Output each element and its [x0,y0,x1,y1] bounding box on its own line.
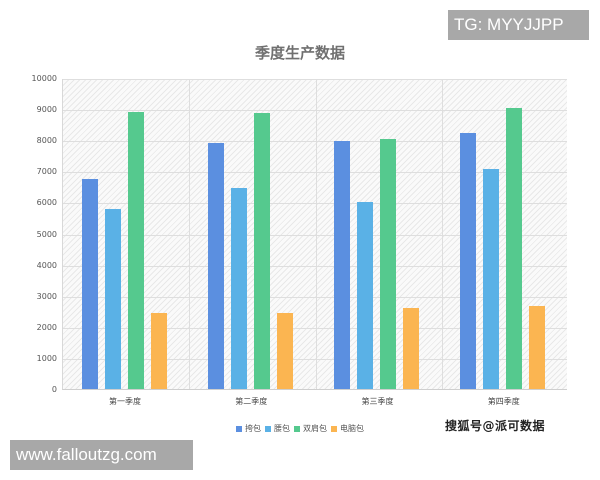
bar[interactable] [460,133,477,389]
gridline [315,79,317,389]
x-tick-label: 第一季度 [109,397,141,406]
legend-label: 挎包 [245,424,261,433]
legend-swatch-icon [236,425,242,432]
bar[interactable] [81,179,98,389]
watermark-bottom-left: www.falloutzg.com [10,440,193,470]
x-tick-label: 第四季度 [487,397,520,406]
bar[interactable] [403,308,420,389]
legend-swatch-icon [331,425,337,432]
y-tick-label: 5000 [36,229,57,239]
legend-item[interactable]: 双肩包 [294,423,327,434]
y-tick-label: 7000 [36,167,57,177]
y-tick-label: 6000 [36,198,57,208]
bar[interactable] [253,112,270,389]
bar[interactable] [529,305,546,389]
gridline [189,79,191,389]
bar[interactable] [357,202,374,389]
gridline [63,327,567,329]
gridline [63,296,567,298]
bar[interactable] [150,312,167,389]
x-tick-label: 第三季度 [361,397,394,406]
source-watermark: 搜狐号@派可数据 [445,419,546,433]
chart-title: 季度生产数据 [254,44,345,62]
y-tick-label: 4000 [36,260,57,270]
gridline [63,358,567,360]
y-tick-label: 0 [51,385,57,394]
legend-label: 腰包 [274,424,290,433]
bar[interactable] [506,107,523,389]
legend-swatch-icon [265,425,271,432]
watermark-top-right: TG: MYYJJPP [448,10,589,40]
y-tick-label: 9000 [36,105,57,115]
gridline [63,234,567,236]
y-tick-label: 2000 [36,322,57,332]
bar[interactable] [334,140,351,389]
legend-item[interactable]: 腰包 [265,423,290,434]
legend-label: 双肩包 [303,424,327,433]
legend: 挎包 腰包 双肩包 电脑包 [0,423,600,434]
gridline [63,110,567,112]
gridline [441,79,443,389]
bar[interactable] [230,188,247,389]
legend-item[interactable]: 电脑包 [331,423,364,434]
bar[interactable] [207,143,224,389]
bar[interactable] [127,111,144,389]
gridline [63,141,567,143]
gridline [63,172,567,174]
legend-label: 电脑包 [340,424,364,433]
y-tick-label: 10000 [31,74,57,83]
bar[interactable] [483,168,500,389]
bar[interactable] [104,208,121,389]
legend-swatch-icon [294,425,300,432]
legend-item[interactable]: 挎包 [236,423,261,434]
y-tick-label: 1000 [36,353,57,363]
y-tick-label: 8000 [36,136,57,146]
y-tick-label: 3000 [36,291,57,301]
gridline [63,265,567,267]
bar[interactable] [380,138,397,389]
x-tick-label: 第二季度 [235,397,268,406]
bar[interactable] [276,312,293,389]
gridline [63,203,567,205]
plot-area [62,79,567,390]
gridline [63,79,567,80]
